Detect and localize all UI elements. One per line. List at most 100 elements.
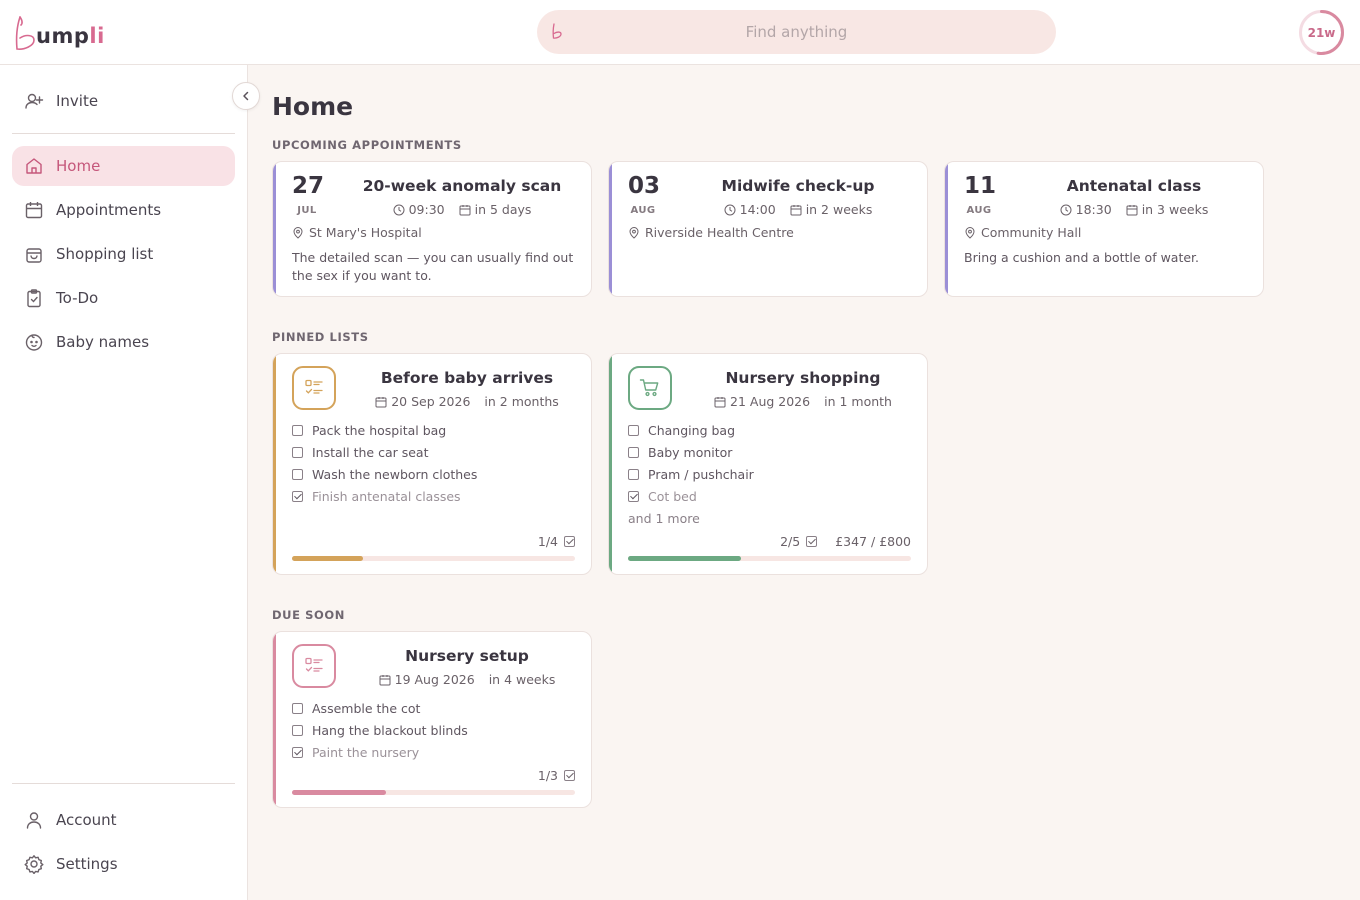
location-pin-icon bbox=[293, 226, 303, 239]
section-label-appointments: UPCOMING APPOINTMENTS bbox=[272, 138, 462, 152]
checkbox[interactable] bbox=[292, 446, 303, 458]
sidebar-item-label: To-Do bbox=[56, 289, 99, 307]
list-title: Before baby arrives bbox=[380, 369, 554, 387]
list-meta: 19 Aug 2026 in 4 weeks bbox=[343, 672, 591, 687]
location-pin-icon bbox=[965, 226, 975, 239]
checkbox[interactable] bbox=[292, 724, 303, 736]
due-soon-card[interactable]: Nursery setup 19 Aug 2026 in 4 weeks Ass… bbox=[272, 631, 592, 808]
calendar-icon bbox=[1126, 204, 1138, 215]
appointment-location-text: Community Hall bbox=[981, 225, 1082, 240]
checkbox[interactable] bbox=[292, 424, 303, 436]
appointment-card[interactable]: 27 JUL 20-week anomaly scan 09:30 in 5 d… bbox=[272, 161, 592, 297]
checklist-item-text: Baby monitor bbox=[648, 444, 733, 460]
sidebar-collapse-button[interactable] bbox=[232, 82, 260, 110]
clock-icon bbox=[393, 204, 405, 215]
invite-button[interactable]: Invite bbox=[12, 81, 235, 121]
list-color-bar bbox=[273, 632, 276, 807]
sidebar-item-home[interactable]: Home bbox=[12, 146, 235, 186]
checklist-item[interactable]: Baby monitor bbox=[628, 441, 754, 463]
checklist: Pack the hospital bag Install the car se… bbox=[292, 419, 477, 507]
sidebar-item-shopping-list[interactable]: Shopping list bbox=[12, 234, 235, 274]
chevron-left-icon bbox=[243, 91, 249, 101]
sidebar-item-appointments[interactable]: Appointments bbox=[12, 190, 235, 230]
checklist-item-text: Assemble the cot bbox=[312, 700, 421, 716]
checklist-item[interactable]: Cot bed bbox=[628, 485, 754, 507]
list-date: 19 Aug 2026 bbox=[394, 672, 475, 687]
checklist-icon bbox=[292, 366, 336, 410]
checklist-item[interactable]: Hang the blackout blinds bbox=[292, 719, 468, 741]
appointment-location-text: St Mary's Hospital bbox=[309, 225, 422, 240]
appointment-relative: in 5 days bbox=[474, 202, 532, 217]
search-input[interactable]: Find anything bbox=[745, 23, 848, 41]
checkbox[interactable] bbox=[292, 468, 303, 480]
sidebar-item-account[interactable]: Account bbox=[12, 800, 235, 840]
pinned-list-card[interactable]: Nursery shopping 21 Aug 2026 in 1 month … bbox=[608, 353, 928, 575]
logo-text: ump bbox=[36, 24, 90, 48]
pinned-list-card[interactable]: Before baby arrives 20 Sep 2026 in 2 mon… bbox=[272, 353, 592, 575]
checkbox[interactable] bbox=[628, 446, 639, 458]
logo-text-accent: li bbox=[89, 24, 105, 48]
appointment-note: The detailed scan — you can usually find… bbox=[292, 250, 574, 283]
checkbox-icon bbox=[564, 536, 575, 547]
app-logo[interactable]: umpli bbox=[14, 14, 105, 52]
checklist-item[interactable]: Finish antenatal classes bbox=[292, 485, 477, 507]
checklist: Changing bag Baby monitor Pram / pushcha… bbox=[628, 419, 754, 529]
sidebar-item-todo[interactable]: To-Do bbox=[12, 278, 235, 318]
list-meta: 21 Aug 2026 in 1 month bbox=[679, 394, 927, 409]
appointment-card[interactable]: 03 AUG Midwife check-up 14:00 in 2 weeks… bbox=[608, 161, 928, 297]
appointment-title: 20-week anomaly scan bbox=[362, 177, 562, 195]
list-date: 21 Aug 2026 bbox=[730, 394, 811, 409]
appointment-time: 14:00 bbox=[739, 202, 776, 217]
checklist-item[interactable]: Wash the newborn clothes bbox=[292, 463, 477, 485]
list-budget: £347 / £800 bbox=[835, 534, 911, 549]
sidebar: Invite Home Appointments Shopping list T… bbox=[0, 65, 248, 900]
checkbox[interactable] bbox=[628, 468, 639, 480]
progress-bar bbox=[292, 790, 575, 795]
checkbox-checked[interactable] bbox=[292, 490, 303, 502]
checkbox-checked[interactable] bbox=[292, 746, 303, 758]
checklist-item[interactable]: Changing bag bbox=[628, 419, 754, 441]
sidebar-item-label: Home bbox=[56, 157, 101, 175]
list-meta: 20 Sep 2026 in 2 months bbox=[343, 394, 591, 409]
list-relative: in 2 months bbox=[484, 394, 559, 409]
appointment-day: 27 bbox=[292, 173, 325, 199]
sidebar-item-label: Baby names bbox=[56, 333, 150, 351]
gear-icon bbox=[24, 854, 44, 874]
list-color-bar bbox=[273, 354, 276, 574]
progress-bar bbox=[628, 556, 911, 561]
sidebar-item-label: Appointments bbox=[56, 201, 162, 219]
checklist-item-text: Paint the nursery bbox=[312, 744, 420, 760]
checklist-item[interactable]: Pack the hospital bag bbox=[292, 419, 477, 441]
list-relative: in 4 weeks bbox=[488, 672, 556, 687]
checkbox-checked[interactable] bbox=[628, 490, 639, 502]
progress-bar bbox=[292, 556, 575, 561]
calendar-icon bbox=[790, 204, 802, 215]
checklist-item[interactable]: Assemble the cot bbox=[292, 697, 468, 719]
more-items-link[interactable]: and 1 more bbox=[628, 510, 700, 526]
checklist-item-text: Finish antenatal classes bbox=[312, 488, 461, 504]
sidebar-item-settings[interactable]: Settings bbox=[12, 844, 235, 884]
appointment-time: 18:30 bbox=[1075, 202, 1112, 217]
appointment-color-bar bbox=[945, 162, 948, 296]
sidebar-item-baby-names[interactable]: Baby names bbox=[12, 322, 235, 362]
list-count: 1/3 bbox=[537, 768, 558, 783]
checkbox[interactable] bbox=[628, 424, 639, 436]
appointment-card[interactable]: 11 AUG Antenatal class 18:30 in 3 weeks … bbox=[944, 161, 1264, 297]
list-title: Nursery setup bbox=[405, 647, 529, 665]
appointment-location-text: Riverside Health Centre bbox=[645, 225, 794, 240]
pregnancy-week-badge[interactable]: 21w bbox=[1298, 9, 1345, 56]
checklist-item[interactable]: Pram / pushchair bbox=[628, 463, 754, 485]
progress-fill bbox=[292, 790, 387, 795]
checklist-item[interactable]: Install the car seat bbox=[292, 441, 477, 463]
sidebar-item-label: Shopping list bbox=[56, 245, 154, 263]
appointment-note: Bring a cushion and a bottle of water. bbox=[964, 250, 1200, 265]
checklist-item-text: Install the car seat bbox=[312, 444, 429, 460]
appointment-location: Riverside Health Centre bbox=[628, 225, 794, 240]
appointment-color-bar bbox=[609, 162, 612, 296]
search-bar[interactable]: Find anything bbox=[537, 10, 1056, 54]
checkbox-icon bbox=[564, 770, 575, 781]
checklist-item-text: Pram / pushchair bbox=[648, 466, 754, 482]
checkbox[interactable] bbox=[292, 702, 303, 714]
appointment-relative: in 3 weeks bbox=[1141, 202, 1209, 217]
checklist-item[interactable]: Paint the nursery bbox=[292, 741, 468, 763]
